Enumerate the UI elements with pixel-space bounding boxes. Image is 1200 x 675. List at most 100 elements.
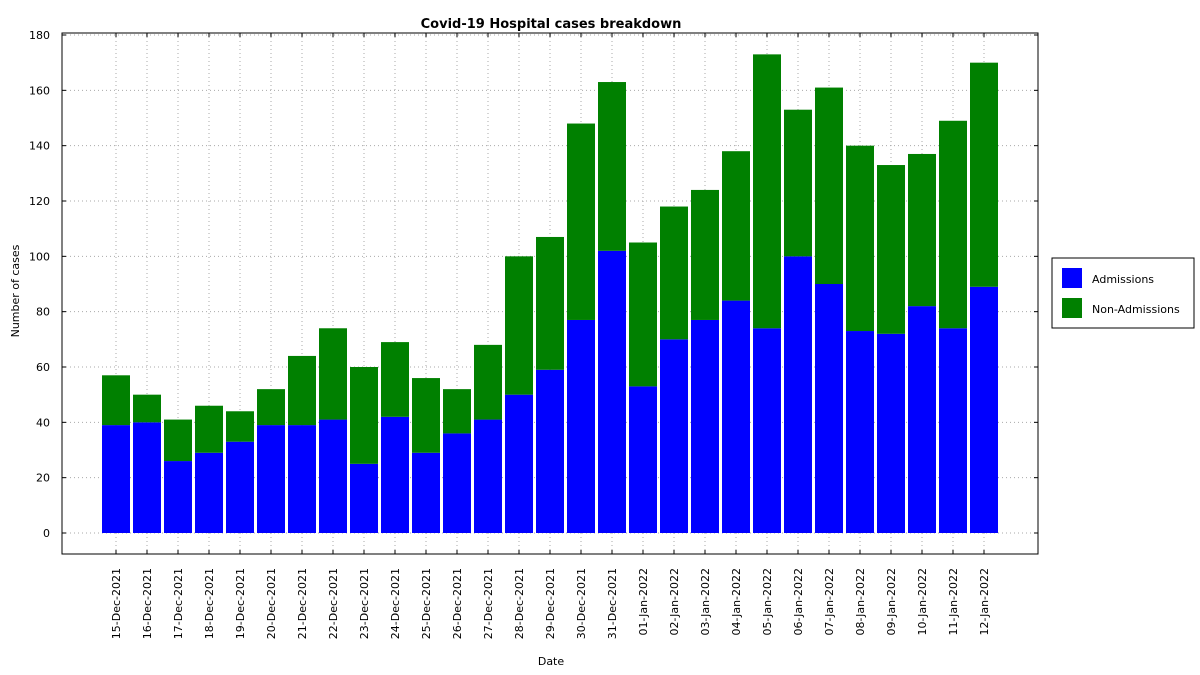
y-tick-label: 40: [36, 416, 50, 429]
x-tick-label: 12-Jan-2022: [978, 568, 991, 636]
bar-admissions: [195, 452, 223, 533]
bar-non-admissions: [784, 109, 812, 257]
x-tick-label: 05-Jan-2022: [761, 568, 774, 636]
x-tick-label: 21-Dec-2021: [296, 568, 309, 639]
x-tick-label: 23-Dec-2021: [358, 568, 371, 639]
legend-label-non-admissions: Non-Admissions: [1092, 303, 1180, 316]
bar-admissions: [474, 419, 502, 533]
x-tick-label: 27-Dec-2021: [482, 568, 495, 639]
bar-admissions: [908, 306, 936, 533]
bar-non-admissions: [505, 256, 533, 395]
bar-non-admissions: [815, 87, 843, 284]
bar-non-admissions: [753, 54, 781, 329]
bar-admissions: [567, 319, 595, 533]
y-axis: 0 20 40 60 80 100 120 140 160 180: [29, 29, 1038, 540]
bar-non-admissions: [908, 153, 936, 307]
x-tick-label: 20-Dec-2021: [265, 568, 278, 639]
x-tick-label: 28-Dec-2021: [513, 568, 526, 639]
bar-admissions: [784, 256, 812, 533]
bar-admissions: [350, 463, 378, 533]
bar-non-admissions: [474, 344, 502, 420]
bar-non-admissions: [970, 62, 998, 287]
bar-admissions: [102, 425, 130, 533]
bar-non-admissions: [939, 120, 967, 329]
bar-admissions: [691, 319, 719, 533]
bar-admissions: [381, 416, 409, 533]
x-tick-label: 01-Jan-2022: [637, 568, 650, 636]
x-tick-label: 30-Dec-2021: [575, 568, 588, 639]
x-tick-label: 18-Dec-2021: [203, 568, 216, 639]
x-tick-label: 07-Jan-2022: [823, 568, 836, 636]
legend-label-admissions: Admissions: [1092, 273, 1154, 286]
bar-admissions: [939, 328, 967, 533]
bar-non-admissions: [722, 151, 750, 301]
y-tick-label: 80: [36, 306, 50, 319]
y-tick-label: 120: [29, 195, 50, 208]
bar-admissions: [877, 333, 905, 533]
bar-non-admissions: [288, 355, 316, 426]
y-tick-label: 180: [29, 29, 50, 42]
x-tick-label: 08-Jan-2022: [854, 568, 867, 636]
bar-admissions: [753, 328, 781, 533]
bar-admissions: [443, 433, 471, 533]
bar-admissions: [412, 452, 440, 533]
x-tick-label: 02-Jan-2022: [668, 568, 681, 636]
bar-non-admissions: [877, 165, 905, 334]
x-tick-label: 04-Jan-2022: [730, 568, 743, 636]
bar-admissions: [970, 286, 998, 533]
bar-non-admissions: [195, 405, 223, 453]
bar-admissions: [226, 441, 254, 533]
y-tick-label: 140: [29, 140, 50, 153]
x-tick-label: 19-Dec-2021: [234, 568, 247, 639]
bar-admissions: [846, 331, 874, 533]
y-tick-label: 160: [29, 84, 50, 97]
y-tick-label: 20: [36, 472, 50, 485]
bar-admissions: [133, 422, 161, 533]
x-tick-label: 26-Dec-2021: [451, 568, 464, 639]
x-axis: 15-Dec-2021 16-Dec-2021 17-Dec-2021 18-Dec-…: [110, 33, 991, 639]
x-tick-label: 03-Jan-2022: [699, 568, 712, 636]
x-tick-label: 31-Dec-2021: [606, 568, 619, 639]
bar-non-admissions: [257, 389, 285, 426]
y-tick-label: 60: [36, 361, 50, 374]
bar-admissions: [257, 425, 285, 533]
bars: [102, 54, 998, 534]
x-tick-label: 29-Dec-2021: [544, 568, 557, 639]
bar-admissions: [629, 386, 657, 533]
x-axis-label: Date: [538, 655, 565, 668]
bar-non-admissions: [443, 389, 471, 434]
bar-non-admissions: [660, 206, 688, 340]
bar-admissions: [505, 394, 533, 533]
bar-admissions: [164, 461, 192, 533]
bar-admissions: [288, 425, 316, 533]
y-axis-label: Number of cases: [9, 244, 22, 337]
bar-admissions: [598, 250, 626, 534]
bar-non-admissions: [226, 411, 254, 442]
bar-non-admissions: [412, 378, 440, 453]
x-tick-label: 24-Dec-2021: [389, 568, 402, 639]
legend: Admissions Non-Admissions: [1051, 257, 1195, 329]
bar-non-admissions: [102, 375, 130, 426]
bar-non-admissions: [381, 342, 409, 417]
x-tick-label: 11-Jan-2022: [947, 568, 960, 636]
chart-title: Covid-19 Hospital cases breakdown: [421, 17, 682, 32]
bar-admissions: [815, 284, 843, 533]
y-tick-label: 0: [43, 527, 50, 540]
x-tick-label: 22-Dec-2021: [327, 568, 340, 639]
bar-admissions: [722, 300, 750, 533]
bar-non-admissions: [846, 145, 874, 332]
bar-non-admissions: [598, 82, 626, 251]
bar-admissions: [660, 339, 688, 533]
bar-non-admissions: [536, 236, 564, 370]
x-tick-label: 16-Dec-2021: [141, 568, 154, 639]
x-tick-label: 25-Dec-2021: [420, 568, 433, 639]
bar-non-admissions: [567, 123, 595, 320]
y-tick-label: 100: [29, 250, 50, 263]
x-tick-label: 09-Jan-2022: [885, 568, 898, 636]
legend-swatch-non-admissions: [1062, 298, 1082, 318]
bar-non-admissions: [691, 189, 719, 320]
bar-admissions: [319, 419, 347, 533]
bar-non-admissions: [629, 242, 657, 387]
bar-non-admissions: [350, 367, 378, 464]
